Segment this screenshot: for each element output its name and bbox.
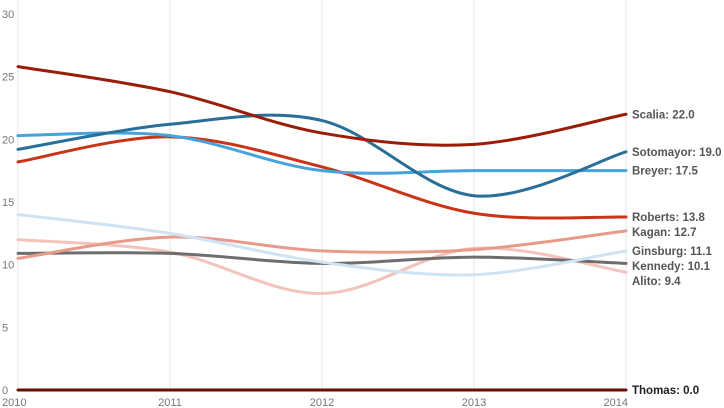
- end-label-sotomayor: Sotomayor: 19.0: [632, 147, 721, 159]
- y-tick-label: 15: [2, 197, 14, 209]
- end-label-roberts: Roberts: 13.8: [632, 212, 705, 224]
- y-tick-label: 0: [2, 385, 8, 397]
- end-label-breyer: Breyer: 17.5: [632, 166, 698, 178]
- end-label-scalia: Scalia: 22.0: [632, 109, 695, 121]
- end-label-thomas: Thomas: 0.0: [632, 385, 699, 397]
- x-axis-ticks: 2010 2011 2012 2013 2014: [2, 397, 628, 408]
- series-end-labels: Scalia: 22.0 Sotomayor: 19.0 Breyer: 17.5 R…: [632, 109, 721, 397]
- x-tick-label: 2012: [310, 397, 334, 408]
- series-line-alito: [16, 238, 628, 295]
- series-line-breyer: [16, 131, 628, 175]
- x-tick-label: 2011: [158, 397, 182, 408]
- series-line-roberts: [16, 135, 628, 220]
- y-tick-label: 25: [2, 72, 14, 84]
- series-line-ginsburg: [16, 213, 628, 277]
- y-tick-label: 20: [2, 134, 14, 146]
- y-axis-ticks: 0 5 10 15 20 25 30: [2, 9, 14, 397]
- x-tick-label: 2014: [604, 397, 628, 408]
- end-label-ginsburg: Ginsburg: 11.1: [632, 246, 712, 258]
- end-label-kennedy: Kennedy: 10.1: [632, 261, 711, 273]
- series-line-scalia: [16, 65, 628, 147]
- series-line-sotomayor: [16, 113, 628, 198]
- gridlines: [17, 0, 627, 390]
- end-label-kagan: Kagan: 12.7: [632, 227, 697, 239]
- series-lines: [16, 65, 628, 392]
- y-tick-label: 30: [2, 9, 14, 21]
- y-tick-label: 5: [2, 322, 8, 334]
- x-tick-label: 2010: [2, 397, 26, 408]
- series-line-kagan: [16, 229, 628, 260]
- y-tick-label: 10: [2, 260, 14, 272]
- end-label-alito: Alito: 9.4: [632, 276, 681, 288]
- x-tick-label: 2013: [462, 397, 486, 408]
